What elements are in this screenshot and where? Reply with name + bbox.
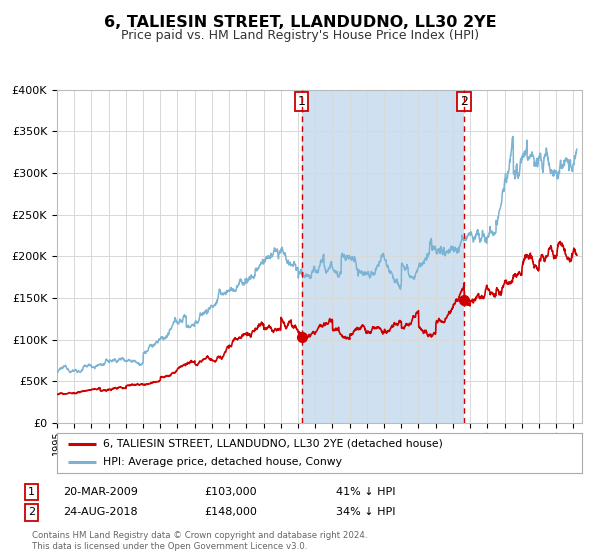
Text: 34% ↓ HPI: 34% ↓ HPI <box>336 507 395 517</box>
Text: £148,000: £148,000 <box>204 507 257 517</box>
Text: 2: 2 <box>28 507 35 517</box>
Text: 6, TALIESIN STREET, LLANDUDNO, LL30 2YE: 6, TALIESIN STREET, LLANDUDNO, LL30 2YE <box>104 15 496 30</box>
Bar <box>302 90 464 423</box>
Text: 24-AUG-2018: 24-AUG-2018 <box>63 507 137 517</box>
Text: 1: 1 <box>28 487 35 497</box>
Bar <box>464 90 582 423</box>
Text: £103,000: £103,000 <box>204 487 257 497</box>
Text: 6, TALIESIN STREET, LLANDUDNO, LL30 2YE (detached house): 6, TALIESIN STREET, LLANDUDNO, LL30 2YE … <box>103 439 443 449</box>
Text: HPI: Average price, detached house, Conwy: HPI: Average price, detached house, Conw… <box>103 458 342 467</box>
Text: 20-MAR-2009: 20-MAR-2009 <box>63 487 138 497</box>
Text: 1: 1 <box>298 95 306 108</box>
Text: Contains HM Land Registry data © Crown copyright and database right 2024.: Contains HM Land Registry data © Crown c… <box>32 531 367 540</box>
Text: Price paid vs. HM Land Registry's House Price Index (HPI): Price paid vs. HM Land Registry's House … <box>121 29 479 42</box>
Text: This data is licensed under the Open Government Licence v3.0.: This data is licensed under the Open Gov… <box>32 542 307 551</box>
Text: 2: 2 <box>460 95 468 108</box>
Text: 41% ↓ HPI: 41% ↓ HPI <box>336 487 395 497</box>
